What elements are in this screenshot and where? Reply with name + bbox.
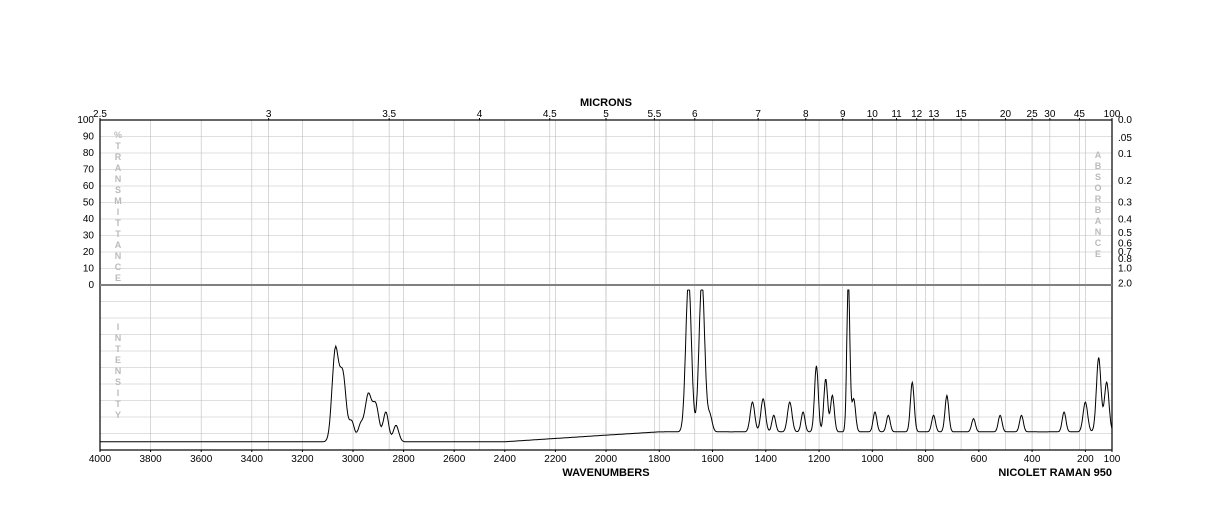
wavenumber-tick: 1800 <box>648 454 671 465</box>
transmittance-tick: 100 <box>77 115 94 126</box>
wavenumber-tick: 1000 <box>861 454 884 465</box>
axis-char: E <box>115 273 121 283</box>
absorbance-tick: .05 <box>1118 133 1132 144</box>
spectrum-chart: MICRONS2.533.544.555.5678910111213152025… <box>0 0 1224 528</box>
axis-char: Y <box>115 410 121 420</box>
axis-char: N <box>1095 227 1102 237</box>
transmittance-tick: 70 <box>83 165 95 176</box>
wavenumber-tick: 1200 <box>808 454 831 465</box>
axis-char: E <box>115 355 121 365</box>
absorbance-tick: 0.0 <box>1118 115 1132 126</box>
axis-char: A <box>1095 150 1102 160</box>
axis-char: T <box>115 229 121 239</box>
axis-char: R <box>1095 194 1102 204</box>
wavenumber-tick: 1400 <box>755 454 778 465</box>
axis-char: A <box>115 163 122 173</box>
transmittance-tick: 50 <box>83 198 95 209</box>
axis-char: M <box>114 196 122 206</box>
wavenumber-tick: 3000 <box>342 454 365 465</box>
axis-char: A <box>115 240 122 250</box>
axis-char: T <box>115 218 121 228</box>
absorbance-tick: 2.0 <box>1118 278 1132 289</box>
absorbance-tick: 0.1 <box>1118 149 1132 160</box>
wavenumber-tick: 3200 <box>291 454 314 465</box>
absorbance-tick: 0.2 <box>1118 176 1132 187</box>
axis-char: N <box>115 366 122 376</box>
axis-char: R <box>115 152 122 162</box>
axis-char: T <box>115 344 121 354</box>
axis-char: T <box>115 141 121 151</box>
axis-char: B <box>1095 161 1102 171</box>
wavenumber-tick: 4000 <box>89 454 112 465</box>
wavenumber-tick: 2000 <box>595 454 618 465</box>
axis-char: A <box>1095 216 1102 226</box>
transmittance-tick: 0 <box>88 280 94 291</box>
wavenumber-tick: 3400 <box>241 454 264 465</box>
transmittance-tick: 60 <box>83 181 95 192</box>
wavenumber-tick: 3800 <box>139 454 162 465</box>
transmittance-tick: 30 <box>83 231 95 242</box>
wavenumber-tick: 3600 <box>190 454 213 465</box>
wavenumber-tick: 2800 <box>392 454 415 465</box>
wavenumber-tick: 100 <box>1104 454 1121 465</box>
wavenumber-tick: 200 <box>1077 454 1094 465</box>
axis-char: I <box>117 388 120 398</box>
transmittance-tick: 90 <box>83 132 95 143</box>
axis-char: S <box>115 185 121 195</box>
wavenumbers-title: WAVENUMBERS <box>562 467 649 479</box>
absorbance-tick: 1.0 <box>1118 264 1132 275</box>
axis-char: N <box>115 251 122 261</box>
wavenumber-tick: 600 <box>970 454 987 465</box>
wavenumber-tick: 2200 <box>544 454 567 465</box>
axis-char: S <box>1095 172 1101 182</box>
wavenumber-tick: 2400 <box>494 454 517 465</box>
axis-char: % <box>114 130 122 140</box>
absorbance-tick: 0.4 <box>1118 214 1132 225</box>
transmittance-tick: 40 <box>83 214 95 225</box>
axis-char: T <box>115 399 121 409</box>
axis-char: C <box>1095 238 1102 248</box>
transmittance-tick: 20 <box>83 247 95 258</box>
axis-char: N <box>115 333 122 343</box>
axis-char: B <box>1095 205 1102 215</box>
axis-char: C <box>115 262 122 272</box>
axis-char: N <box>115 174 122 184</box>
axis-char: O <box>1094 183 1101 193</box>
wavenumber-tick: 800 <box>917 454 934 465</box>
axis-char: I <box>117 207 120 217</box>
axis-char: E <box>1095 249 1101 259</box>
absorbance-tick: 0.3 <box>1118 197 1132 208</box>
transmittance-tick: 10 <box>83 264 95 275</box>
transmittance-tick: 80 <box>83 148 95 159</box>
wavenumber-tick: 1600 <box>701 454 724 465</box>
axis-char: I <box>117 322 120 332</box>
absorbance-tick: 0.5 <box>1118 228 1132 239</box>
axis-char: S <box>115 377 121 387</box>
wavenumber-tick: 2600 <box>443 454 466 465</box>
microns-title: MICRONS <box>580 97 632 109</box>
wavenumber-tick: 400 <box>1024 454 1041 465</box>
instrument-label: NICOLET RAMAN 950 <box>998 467 1112 479</box>
